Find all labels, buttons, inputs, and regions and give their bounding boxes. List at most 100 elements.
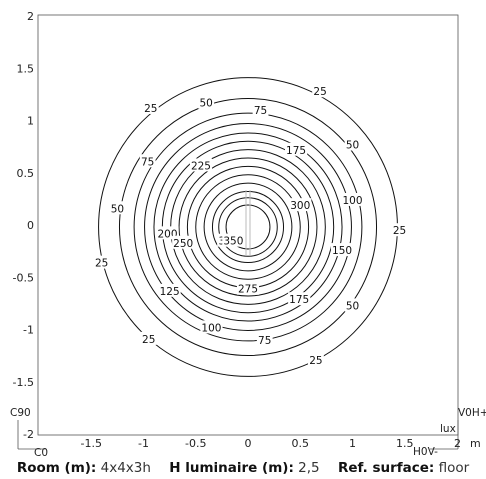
isoline-225: [186, 165, 310, 289]
caption: Room (m): 4x4x3h H luminaire (m): 2,5 Re…: [0, 460, 486, 476]
contour-label-50: 50: [346, 140, 359, 152]
isoline-325: [218, 197, 278, 257]
contour-label-50: 50: [111, 203, 124, 215]
isoline-275: [203, 182, 293, 272]
contour-label-25: 25: [313, 86, 326, 98]
contour-label-bg: [140, 331, 157, 345]
isoline-50: [118, 97, 378, 357]
contour-label-175: 175: [289, 294, 309, 306]
contour-label-bg: [308, 352, 324, 366]
room-label: Room (m):: [16, 460, 97, 476]
c0-label: C0: [34, 447, 48, 459]
contour-label-50: 50: [200, 98, 213, 110]
luminaire-marker: [245, 190, 251, 256]
contour-label-75: 75: [141, 156, 154, 168]
contour-label-bg: [222, 233, 245, 247]
contour-label-bg: [330, 243, 354, 257]
contour-label-3: 3: [219, 236, 226, 248]
x-axis-ticks: -1.5 -1 -0.5 0 0.5 1 1.5: [81, 437, 414, 450]
contour-label-bg: [158, 283, 181, 297]
x-tick-label: -1: [138, 437, 149, 450]
ref-surface-value: floor: [438, 460, 470, 476]
contour-label-25: 25: [95, 258, 108, 270]
v0h-label: V0H+: [458, 407, 486, 419]
isoline-75: [133, 112, 363, 342]
y-tick-label: 1.5: [17, 62, 35, 75]
contour-label-bg: [142, 100, 159, 114]
contour-label-175: 175: [286, 145, 306, 157]
luminaire-height-value: 2,5: [298, 460, 320, 476]
contour-label-bg: [256, 332, 273, 346]
contour-label-bg: [189, 158, 213, 172]
x-tick-label: 0.5: [292, 437, 310, 450]
isoline-250: [195, 174, 301, 280]
contour-label-bg: [217, 233, 227, 247]
contour-label-bg: [236, 281, 260, 295]
contour-label-bg: [109, 201, 126, 215]
length-unit-label: m: [470, 437, 481, 450]
luminaire-height-label: H luminaire (m):: [169, 460, 294, 476]
contour-label-100: 100: [201, 322, 221, 334]
x-tick-label: 0: [245, 437, 252, 450]
contour-label-bg: [391, 223, 408, 237]
contour-label-100: 100: [342, 195, 362, 207]
contour-label-75: 75: [254, 105, 267, 117]
contour-label-bg: [341, 192, 364, 206]
contour-label-25: 25: [309, 355, 322, 367]
contour-label-300: 300: [290, 200, 310, 212]
plot-frame: [37, 14, 459, 436]
contour-label-150: 150: [332, 245, 352, 257]
lux-unit-label: lux: [440, 423, 456, 435]
contour-label-125: 125: [160, 286, 180, 298]
contour-label-bg: [284, 142, 308, 156]
contour-label-350: 350: [223, 236, 243, 248]
contour-label-bg: [172, 235, 195, 249]
y-tick-label: 2: [27, 10, 34, 23]
contour-label-bg: [344, 137, 361, 151]
x-tick-label: 1.5: [396, 437, 414, 450]
contour-label-75: 75: [258, 335, 271, 347]
x-tick-label: -0.5: [185, 437, 206, 450]
y-tick-label: -1.5: [13, 376, 34, 389]
contour-label-50: 50: [346, 300, 359, 312]
contour-label-bg: [93, 255, 110, 269]
y-tick-label: -1: [23, 324, 34, 337]
contour-label-bg: [289, 198, 312, 212]
contour-label-25: 25: [393, 225, 406, 237]
contour-label-bg: [198, 95, 215, 109]
contour-label-250: 250: [173, 238, 193, 250]
contour-label-bg: [312, 84, 329, 98]
ref-surface-label: Ref. surface:: [337, 460, 435, 476]
room-value: 4x4x3h: [100, 460, 151, 476]
contour-label-bg: [139, 154, 156, 168]
y-tick-label: 0.5: [17, 167, 35, 180]
y-tick-label: 0: [27, 219, 34, 232]
contour-label-225: 225: [191, 160, 211, 172]
contour-label-bg: [252, 103, 269, 117]
isoline-25: [98, 77, 398, 377]
contour-label-25: 25: [142, 334, 155, 346]
contour-label-275: 275: [238, 284, 258, 296]
isoline-300: [211, 190, 285, 264]
isoline-125: [153, 132, 343, 322]
isolines-group: [98, 77, 398, 377]
contour-label-25: 25: [144, 103, 157, 115]
x-tick-label: 1: [349, 437, 356, 450]
x-tick-2: 2: [454, 437, 461, 450]
isoline-200: [178, 157, 318, 297]
y-tick-label: 1: [27, 115, 34, 128]
y-tick-label: -2: [23, 428, 34, 441]
y-tick-label: -0.5: [13, 271, 34, 284]
y-axis-ticks: 2 1.5 1 0.5 0 -0.5 -1 -1.5 -2: [13, 10, 34, 441]
h0v-label: H0V-: [413, 446, 438, 458]
x-tick-label: -1.5: [81, 437, 102, 450]
c90-label: C90: [10, 407, 31, 419]
isoline-350: [225, 204, 271, 250]
contour-label-bg: [344, 298, 361, 312]
contour-label-bg: [288, 292, 311, 306]
isoline-100: [144, 123, 352, 331]
isoline-175: [170, 149, 326, 305]
contour-label-bg: [200, 320, 223, 334]
